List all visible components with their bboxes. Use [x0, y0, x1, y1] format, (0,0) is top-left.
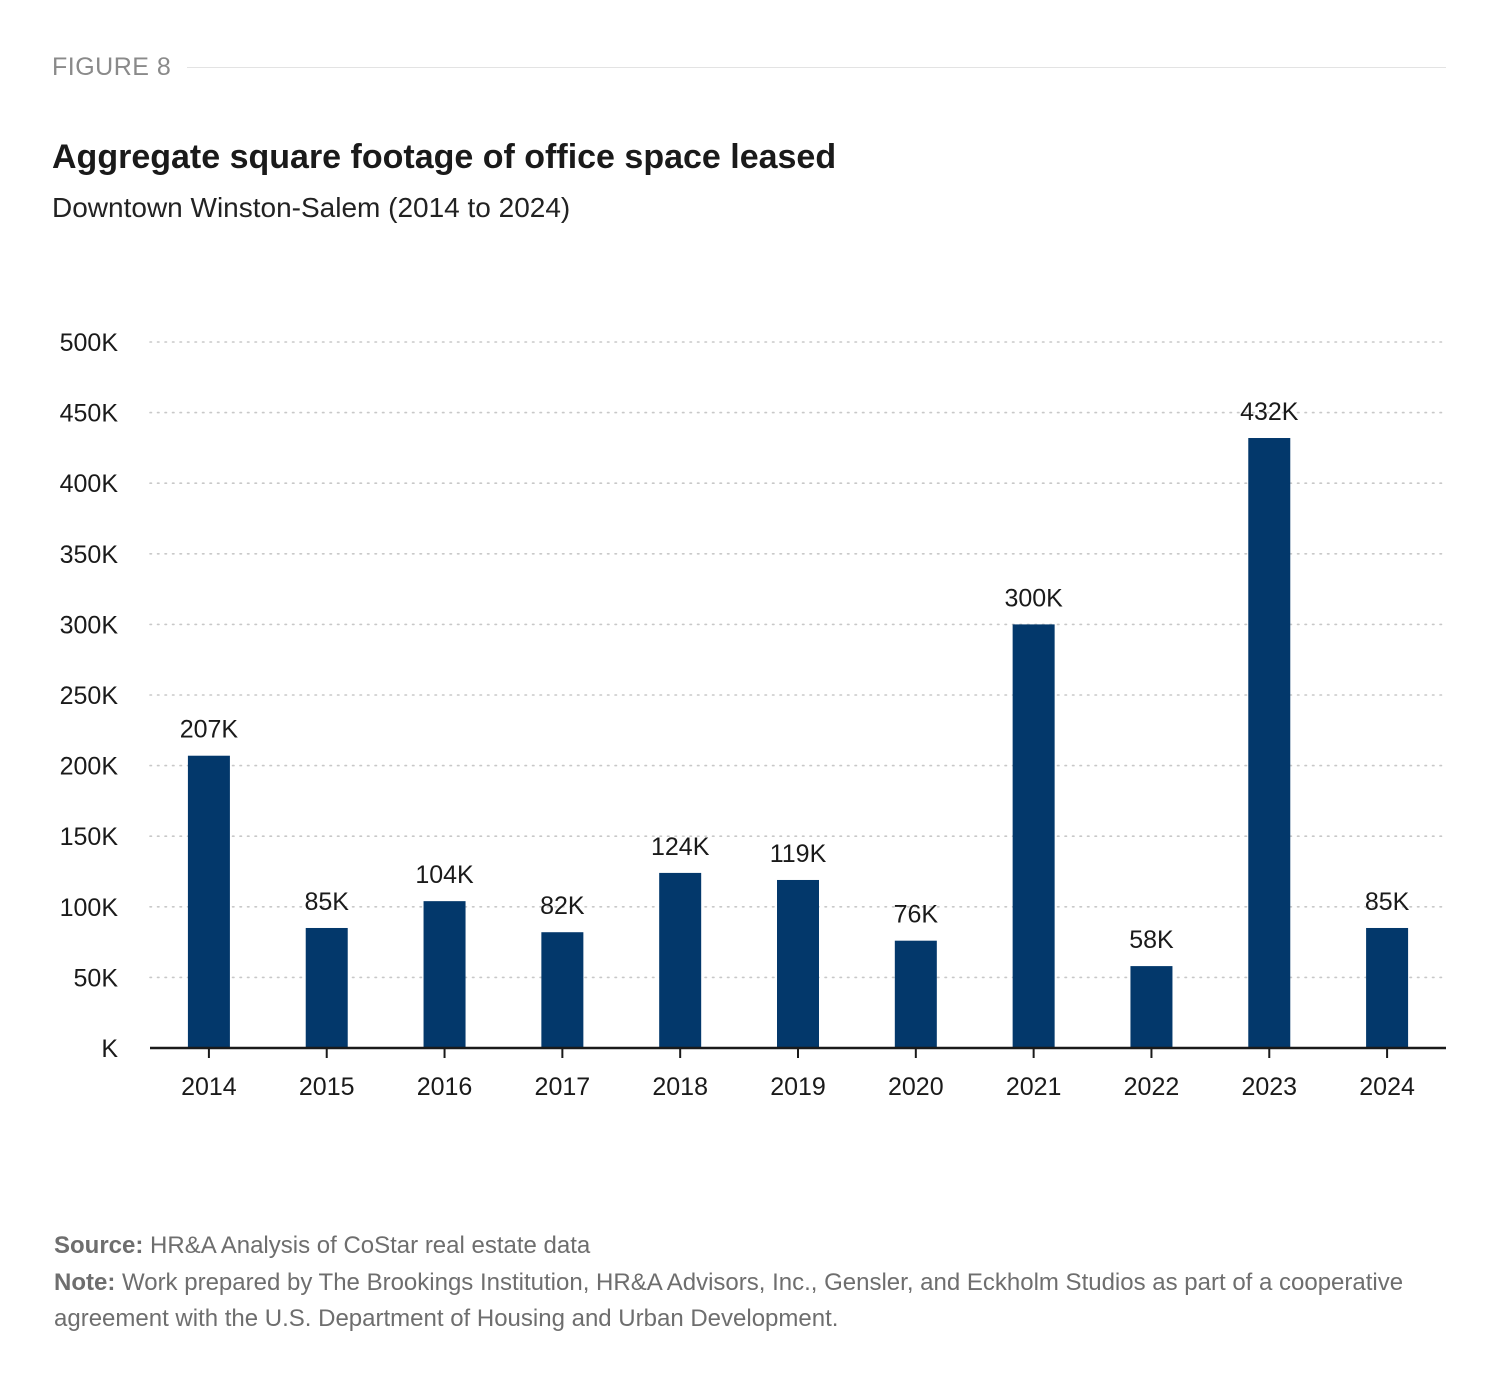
y-tick-label: 50K: [74, 964, 119, 992]
data-label: 119K: [770, 840, 827, 868]
bar: [1012, 624, 1055, 1048]
source-note: Source: HR&A Analysis of CoStar real est…: [54, 1228, 1454, 1264]
x-tick-label: 2018: [652, 1073, 708, 1101]
bar: [1248, 438, 1291, 1048]
x-tick-label: 2023: [1241, 1073, 1297, 1101]
chart-subtitle: Downtown Winston-Salem (2014 to 2024): [52, 192, 571, 223]
y-tick-label: 400K: [60, 470, 119, 498]
bar: [423, 901, 466, 1048]
bar: [1130, 966, 1173, 1048]
x-tick-label: 2016: [417, 1073, 473, 1101]
data-label: 207K: [180, 716, 239, 744]
y-tick-label: 150K: [60, 823, 119, 851]
bar: [894, 940, 937, 1048]
bar: [659, 872, 702, 1048]
y-tick-label: 200K: [60, 753, 119, 781]
x-tick-label: 2014: [181, 1073, 237, 1101]
y-tick-label: 250K: [60, 682, 119, 710]
y-tick-label: 500K: [60, 329, 119, 357]
bar: [777, 879, 819, 1048]
figure-header-rule: [187, 66, 1446, 68]
source-text: HR&A Analysis of CoStar real estate data: [150, 1232, 591, 1259]
chart-title: Aggregate square footage of office space…: [52, 138, 837, 176]
data-label: 85K: [1365, 888, 1410, 916]
data-label: 82K: [540, 892, 585, 920]
figure-header: FIGURE 8: [52, 50, 1446, 84]
x-tick-label: 2024: [1359, 1073, 1415, 1101]
data-label: 58K: [1129, 926, 1174, 954]
x-tick-label: 2017: [535, 1073, 591, 1101]
bar: [1366, 927, 1409, 1048]
y-tick-label: 350K: [60, 541, 119, 569]
figure-label: FIGURE 8: [52, 52, 172, 81]
note-text: Work prepared by The Brookings Instituti…: [54, 1269, 1404, 1332]
data-label: 300K: [1004, 584, 1063, 612]
data-label: 76K: [894, 901, 939, 929]
y-tick-label: K: [101, 1035, 118, 1063]
y-tick-label: 100K: [60, 894, 119, 922]
data-label: 432K: [1240, 398, 1299, 426]
footnote: Note: Work prepared by The Brookings Ins…: [54, 1265, 1454, 1337]
data-label: 124K: [651, 833, 710, 861]
bar: [305, 927, 348, 1048]
x-tick-label: 2020: [888, 1073, 944, 1101]
y-tick-label: 450K: [60, 400, 119, 428]
x-tick-label: 2022: [1124, 1073, 1180, 1101]
data-label: 85K: [304, 888, 349, 916]
bar: [541, 932, 584, 1048]
data-label: 104K: [415, 861, 474, 889]
y-tick-label: 300K: [60, 611, 119, 639]
note-label: Note:: [54, 1269, 116, 1296]
x-tick-label: 2015: [299, 1073, 355, 1101]
bar: [187, 755, 230, 1048]
x-tick-label: 2019: [770, 1073, 826, 1101]
x-tick-label: 2021: [1006, 1073, 1062, 1101]
bar-chart: K 50K 100K 150K 200K 250K 300K 350K 400K 450K 500K…: [60, 329, 1447, 1101]
source-label: Source:: [54, 1232, 144, 1259]
